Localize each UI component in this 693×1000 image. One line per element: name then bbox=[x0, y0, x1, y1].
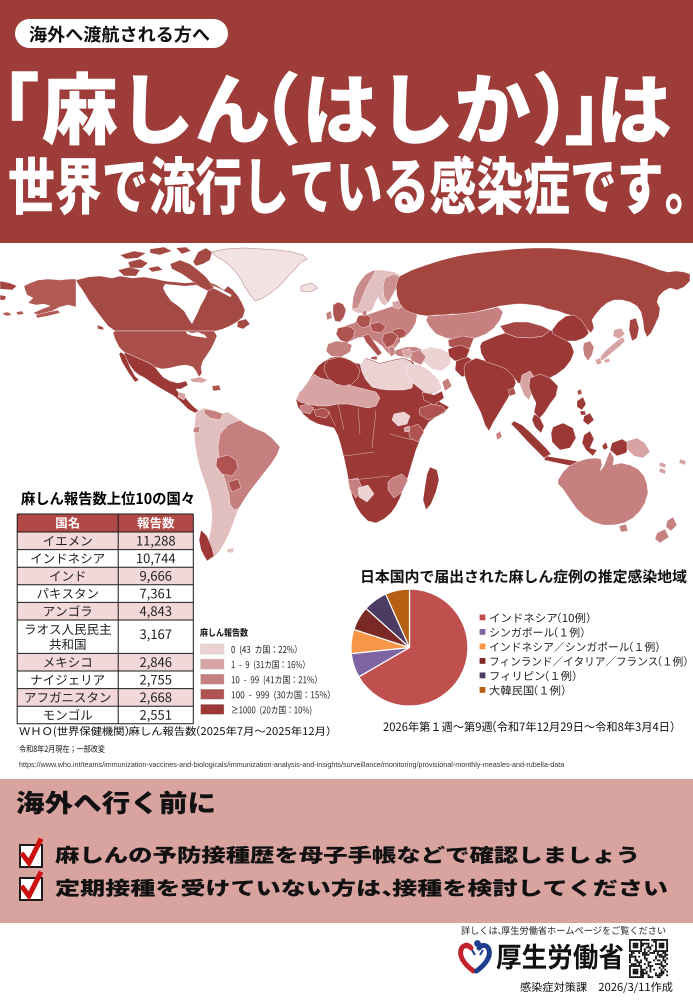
svg-text:https://www.who.int/teams/immu: https://www.who.int/teams/immunization-v… bbox=[19, 760, 564, 769]
